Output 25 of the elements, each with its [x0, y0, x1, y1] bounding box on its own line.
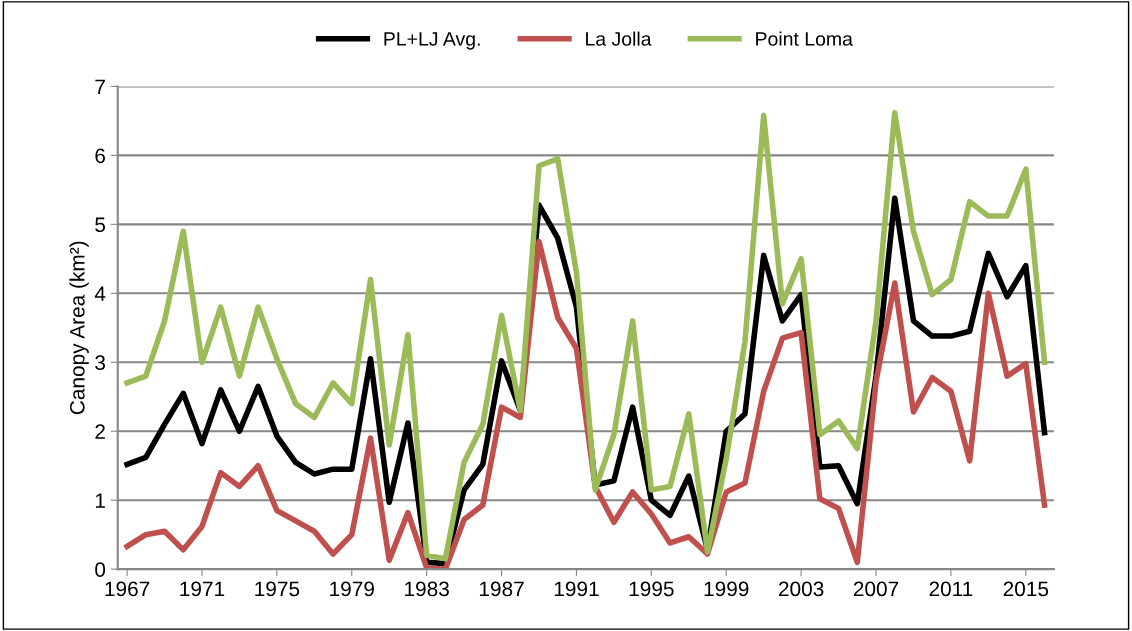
- x-tick-label: 2011: [929, 581, 973, 597]
- x-tick-label: 2003: [779, 581, 824, 597]
- y-tick-label: 6: [95, 148, 106, 164]
- y-tick-label: 5: [95, 217, 106, 233]
- legend-label: La Jolla: [586, 31, 652, 46]
- x-tick-label: 2007: [853, 581, 899, 597]
- x-tick-label: 1987: [479, 581, 524, 597]
- x-tick-label: 1991: [554, 581, 599, 597]
- y-tick-label: 3: [95, 355, 106, 371]
- y-axis-title: Canopy Area (km²): [69, 241, 89, 415]
- x-tick-label: 1979: [330, 581, 374, 597]
- x-tick-label: 1983: [405, 581, 449, 597]
- x-tick-label: 2015: [1003, 581, 1049, 597]
- legend-label: Point Loma: [756, 31, 853, 46]
- x-tick-label: 1971: [180, 581, 225, 597]
- y-tick-label: 0: [95, 562, 106, 577]
- x-tick-label: 1999: [704, 581, 749, 597]
- x-tick-label: 1967: [105, 581, 150, 597]
- x-tick-label: 1975: [255, 581, 300, 597]
- y-tick-label: 2: [95, 424, 105, 439]
- y-tick-label: 1: [95, 493, 105, 508]
- x-tick-label: 1995: [629, 581, 674, 597]
- legend-label: PL+LJ Avg.: [384, 32, 480, 50]
- y-tick-label: 4: [94, 286, 106, 301]
- y-tick-label: 7: [95, 79, 105, 94]
